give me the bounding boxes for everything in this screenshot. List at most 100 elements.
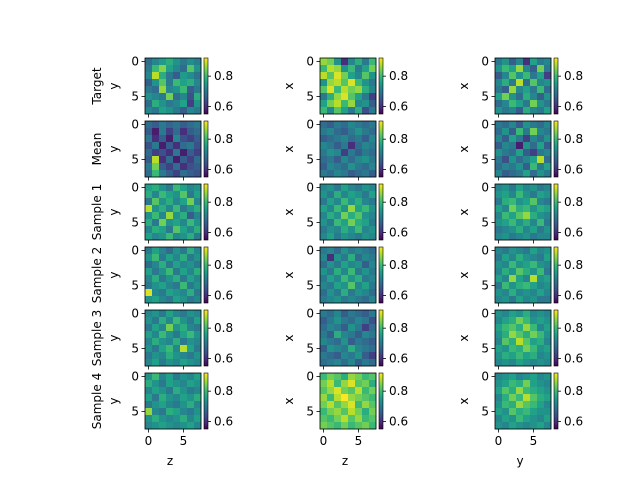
heatmap-cell xyxy=(327,135,335,143)
heatmap-cell xyxy=(334,247,342,255)
heatmap-cell xyxy=(495,261,503,269)
heatmap-cell xyxy=(544,268,552,276)
heatmap-cell xyxy=(341,170,349,178)
heatmap-cell xyxy=(362,219,370,227)
heatmap-cell xyxy=(320,359,328,367)
heatmap-cell xyxy=(509,422,517,430)
heatmap-cell xyxy=(327,100,335,108)
heatmap-cell xyxy=(544,191,552,199)
heatmap-cell xyxy=(327,415,335,423)
heatmap-cell xyxy=(530,289,538,297)
heatmap-cell xyxy=(327,226,335,234)
heatmap-cell xyxy=(495,121,503,129)
heatmap-cell xyxy=(348,65,356,73)
heatmap-cell xyxy=(516,352,524,360)
heatmap-cell xyxy=(355,268,363,276)
heatmap-cell xyxy=(173,261,181,269)
heatmap-cell xyxy=(166,198,174,206)
y-axis-label: y xyxy=(107,208,121,215)
colorbar-tick-label: 0.6 xyxy=(389,414,408,428)
heatmap-cell xyxy=(544,226,552,234)
heatmap-cell xyxy=(152,415,160,423)
heatmap-cell xyxy=(495,191,503,199)
heatmap-cell xyxy=(348,170,356,178)
heatmap-cell xyxy=(180,394,188,402)
heatmap-cell xyxy=(173,352,181,360)
heatmap-cell xyxy=(159,79,167,87)
heatmap-cell xyxy=(166,212,174,220)
heatmap-cell xyxy=(502,401,510,409)
heatmap-cell xyxy=(369,275,377,283)
heatmap-cell xyxy=(152,191,160,199)
x-tick-label: 5 xyxy=(180,434,188,448)
heatmap-cell xyxy=(173,149,181,157)
heatmap-cell xyxy=(327,387,335,395)
heatmap-cell xyxy=(369,401,377,409)
heatmap-cell xyxy=(145,219,153,227)
heatmap-cell xyxy=(145,394,153,402)
heatmap-cell xyxy=(159,352,167,360)
heatmap-cell xyxy=(348,387,356,395)
heatmap-cell xyxy=(502,79,510,87)
heatmap-cell xyxy=(516,373,524,381)
heatmap-cell xyxy=(369,387,377,395)
heatmap-cell xyxy=(334,387,342,395)
heatmap-cell xyxy=(173,163,181,171)
x-tick-label: 0 xyxy=(145,434,153,448)
heatmap-cell xyxy=(502,142,510,150)
heatmap-cell xyxy=(523,422,531,430)
heatmap-cell xyxy=(341,100,349,108)
y-tick-label: 5 xyxy=(306,216,314,230)
heatmap-cell xyxy=(145,345,153,353)
heatmap-cell xyxy=(369,142,377,150)
heatmap-cell xyxy=(173,58,181,66)
colorbar-tick-label: 0.8 xyxy=(564,69,583,83)
heatmap-cell xyxy=(341,324,349,332)
heatmap-cell xyxy=(362,142,370,150)
heatmap-cell xyxy=(173,282,181,290)
colorbar-tick-label: 0.6 xyxy=(564,162,583,176)
heatmap-cell xyxy=(320,394,328,402)
axes-frame xyxy=(494,57,552,115)
heatmap-cell xyxy=(502,247,510,255)
heatmap-cell xyxy=(152,65,160,73)
heatmap-cell xyxy=(509,401,517,409)
heatmap-cell xyxy=(537,261,545,269)
heatmap-cell xyxy=(334,415,342,423)
heatmap-cell xyxy=(173,184,181,192)
colorbar-tick-label: 0.8 xyxy=(214,384,233,398)
heatmap-cell xyxy=(544,394,552,402)
heatmap-cell xyxy=(348,79,356,87)
heatmap-cell xyxy=(544,254,552,262)
heatmap-cell xyxy=(495,79,503,87)
heatmap-cell xyxy=(180,261,188,269)
axes-frame xyxy=(319,372,377,430)
heatmap-cell xyxy=(327,331,335,339)
heatmap-cell xyxy=(341,310,349,318)
heatmap-cell xyxy=(159,58,167,66)
axes-frame xyxy=(144,246,202,304)
heatmap-cell xyxy=(341,142,349,150)
heatmap-cell xyxy=(509,205,517,213)
heatmap-cell xyxy=(159,415,167,423)
heatmap-cell xyxy=(348,219,356,227)
heatmap-cell xyxy=(530,338,538,346)
heatmap-cell xyxy=(348,359,356,367)
heatmap-cell xyxy=(355,247,363,255)
heatmap-cell xyxy=(187,401,195,409)
heatmap-cell xyxy=(327,373,335,381)
heatmap-cell xyxy=(187,212,195,220)
heatmap-cell xyxy=(334,107,342,115)
heatmap-cell xyxy=(341,331,349,339)
heatmap-cell xyxy=(355,331,363,339)
heatmap-cell xyxy=(145,184,153,192)
heatmap-cell xyxy=(327,338,335,346)
heatmap-cell xyxy=(348,345,356,353)
heatmap-cell xyxy=(516,86,524,94)
heatmap-cell xyxy=(194,226,202,234)
heatmap-cell xyxy=(502,72,510,80)
heatmap-cell xyxy=(523,359,531,367)
heatmap-cell xyxy=(187,338,195,346)
heatmap-cell xyxy=(187,58,195,66)
heatmap-cell xyxy=(187,408,195,416)
